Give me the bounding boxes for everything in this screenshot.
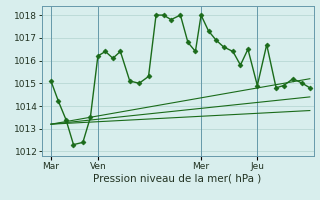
X-axis label: Pression niveau de la mer( hPa ): Pression niveau de la mer( hPa )	[93, 173, 262, 183]
